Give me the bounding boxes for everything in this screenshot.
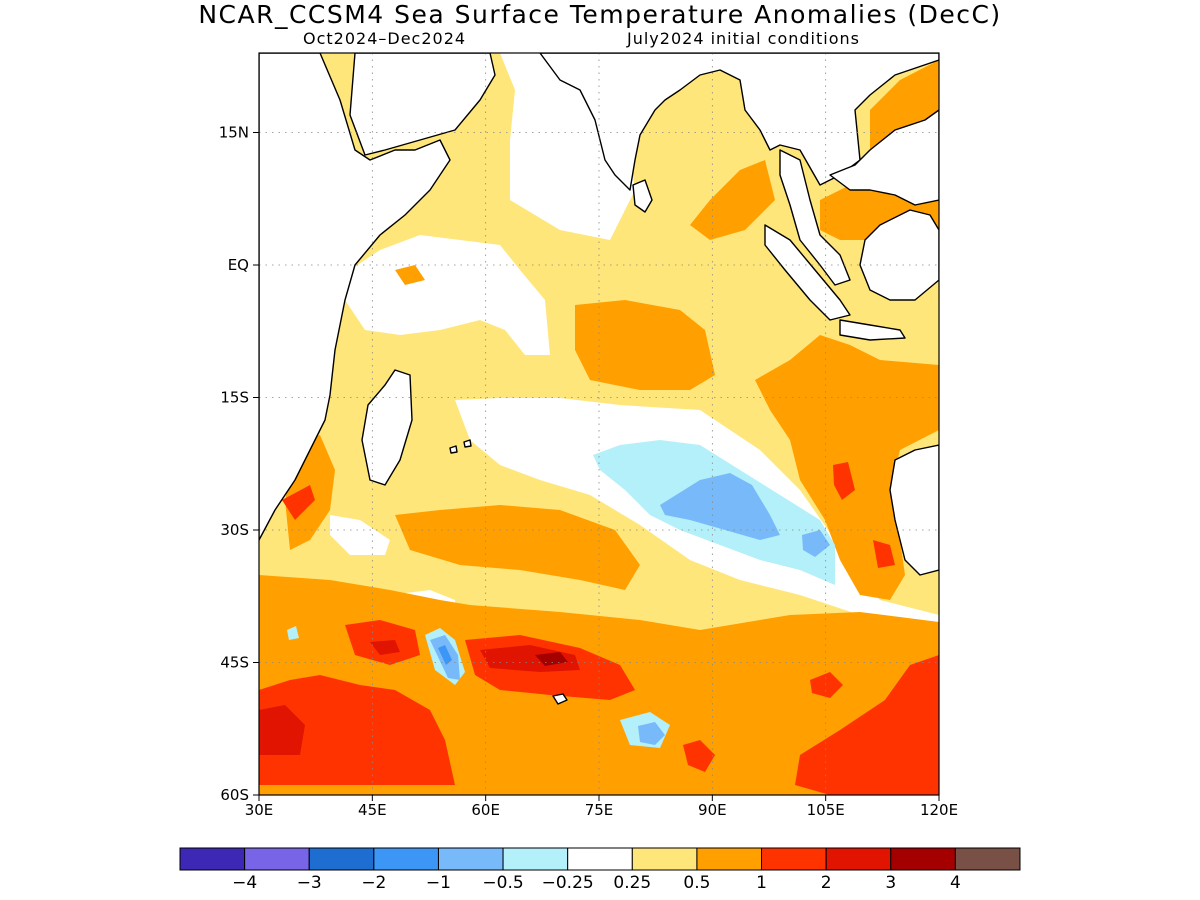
lat-tick-label: 15N	[219, 124, 249, 142]
land-reunion	[463, 439, 472, 448]
lat-tick-label: 45S	[220, 654, 249, 672]
forecast-period: Oct2024–Dec2024	[303, 29, 467, 48]
land-australia	[889, 444, 939, 576]
initial-conditions: July2024 initial conditions	[627, 29, 860, 48]
warm-patch-central-eq	[575, 300, 715, 390]
land-malay-peninsula	[779, 149, 851, 286]
colorbar-swatch	[567, 847, 633, 871]
lon-tick-label: 60E	[471, 801, 500, 819]
warm-patch-bay-of-bengal	[690, 160, 775, 240]
colorbar-label: −2	[361, 873, 386, 893]
strong-warm-dot-2	[683, 740, 715, 772]
colorbar-label: −1	[426, 873, 451, 893]
strong-warm-dot-3	[833, 462, 855, 500]
colorbar-swatch	[179, 847, 246, 871]
colorbar-swatch	[244, 847, 310, 871]
strong-warm-patch-se	[795, 655, 939, 795]
colorbar-swatch	[373, 847, 439, 871]
lat-tick-label: EQ	[228, 256, 249, 274]
lon-tick-label: 90E	[698, 801, 727, 819]
colorbar-label: 4	[950, 873, 961, 893]
lon-tick-label: 75E	[585, 801, 614, 819]
warm-patch-central-south	[395, 505, 640, 590]
cool-core-central	[660, 473, 780, 540]
lat-tick-label: 30S	[220, 521, 249, 539]
cool-core-south	[638, 722, 665, 745]
colorbar-swatch	[437, 847, 504, 871]
colorbar-label: −3	[297, 873, 322, 893]
land-africa	[259, 53, 451, 541]
colorbar-swatch	[825, 847, 892, 871]
landmasses	[259, 53, 939, 705]
lat-lon-grid	[259, 53, 939, 795]
colorbar-swatch	[502, 847, 569, 871]
neutral-patch-moz	[330, 515, 390, 555]
lon-tick-label: 30E	[245, 801, 274, 819]
strong-warm-dot-5	[282, 485, 315, 520]
colorbar-label: −4	[232, 873, 257, 893]
strong-warm-dot-1	[810, 672, 843, 698]
land-kerguelen	[552, 693, 568, 705]
lat-tick-label: 60S	[220, 786, 249, 804]
colorbar-swatch	[761, 847, 827, 871]
colorbar: −4 −3 −2 −1 −0.5 −0.25 0.25 0.5 1 2 3 4	[179, 847, 1021, 893]
very-warm-west-dot	[370, 640, 400, 655]
warm-dot-eq	[395, 265, 425, 285]
extreme-warm-dot	[535, 652, 568, 666]
strong-warm-dot-4	[873, 540, 895, 568]
land-borneo	[859, 209, 939, 301]
lon-tick-label: 120E	[920, 801, 958, 819]
colorbar-swatch	[308, 847, 375, 871]
colorbar-label: 2	[821, 873, 832, 893]
colorbar-label: 1	[756, 873, 767, 893]
colorbar-label: −0.5	[482, 873, 523, 893]
colorbar-swatch	[954, 847, 1021, 871]
very-warm-sw	[259, 705, 305, 755]
colorbar-label: 3	[885, 873, 896, 893]
land-arabia	[349, 53, 496, 156]
map-title: NCAR_CCSM4 Sea Surface Temperature Anoma…	[198, 0, 1002, 29]
lon-tick-label: 45E	[358, 801, 387, 819]
land-java	[839, 319, 906, 341]
cool-dot-east	[802, 530, 830, 557]
cool-dot-far-sw	[287, 626, 299, 640]
land-indochina	[829, 109, 939, 206]
colorbar-swatch	[890, 847, 956, 871]
land-mauritius	[449, 445, 458, 454]
colorbar-swatch	[696, 847, 763, 871]
colorbar-label: −0.25	[542, 873, 594, 893]
land-india-asia	[539, 53, 939, 191]
neutral-region-arabian	[500, 53, 635, 240]
land-sri-lanka	[632, 179, 653, 213]
land-madagascar	[361, 369, 413, 486]
very-warm-south	[480, 645, 580, 672]
lon-tick-label: 105E	[807, 801, 845, 819]
lat-tick-label: 15S	[220, 389, 249, 407]
strong-warm-sw-band	[259, 675, 455, 785]
colorbar-label: 0.25	[613, 873, 651, 893]
land-sumatra	[764, 224, 851, 321]
colorbar-swatch	[631, 847, 698, 871]
colorbar-label: 0.5	[683, 873, 710, 893]
cold-dot-sw	[438, 645, 452, 665]
